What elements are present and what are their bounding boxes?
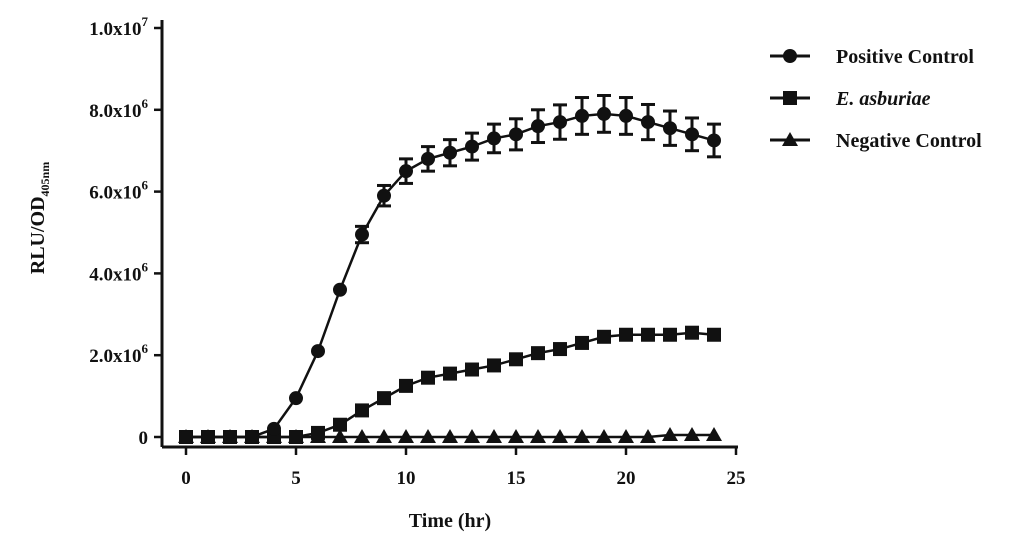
y-tick-label: 8.0x106 — [89, 96, 148, 122]
data-point — [531, 119, 545, 134]
legend-marker — [783, 49, 797, 63]
data-point — [201, 430, 215, 444]
data-point — [399, 378, 413, 393]
data-point — [685, 325, 699, 340]
data-point — [707, 327, 721, 342]
data-point — [553, 115, 567, 130]
x-tick-label: 5 — [291, 468, 301, 489]
data-point — [333, 417, 347, 432]
data-point — [443, 145, 457, 160]
data-point — [706, 426, 722, 441]
y-axis-title: RLU/OD405nm — [27, 162, 52, 274]
series-square — [179, 325, 721, 444]
y-tick-label: 1.0x107 — [89, 14, 148, 40]
data-point — [619, 327, 633, 342]
data-point — [421, 370, 435, 385]
legend-item: E. asburiae — [770, 88, 931, 110]
data-point — [575, 108, 589, 123]
axes: 0 2.0x106 4.0x106 6.0x106 8.0x106 1.0x107 0 5 10… — [27, 14, 746, 532]
legend-label: Negative Control — [836, 130, 982, 152]
data-point — [486, 429, 502, 443]
x-tick-label: 25 — [727, 468, 746, 489]
data-point — [179, 430, 193, 444]
data-point — [465, 139, 479, 154]
data-point — [641, 327, 655, 342]
legend-item: Positive Control — [770, 46, 974, 68]
legend: Positive Control E. asburiae Negative Cont… — [770, 46, 982, 152]
data-point — [597, 329, 611, 344]
data-point — [575, 335, 589, 350]
data-point — [552, 429, 568, 443]
data-point — [332, 429, 348, 443]
data-point — [464, 429, 480, 443]
data-point — [420, 429, 436, 443]
data-point — [531, 346, 545, 361]
data-point — [333, 282, 347, 297]
data-point — [707, 133, 721, 148]
data-point — [311, 344, 325, 359]
y-tick-label: 2.0x106 — [89, 341, 148, 367]
data-point — [443, 366, 457, 381]
legend-marker — [783, 91, 797, 105]
data-point — [553, 342, 567, 357]
data-point — [663, 121, 677, 136]
y-tick-label: 0 — [139, 428, 149, 449]
data-point — [399, 164, 413, 179]
data-point — [662, 426, 678, 441]
y-tick-label: 6.0x106 — [89, 178, 148, 204]
data-point — [530, 429, 546, 443]
data-point — [640, 429, 656, 443]
data-point — [508, 429, 524, 443]
data-point — [487, 358, 501, 373]
data-point — [223, 430, 237, 444]
y-tick-label: 4.0x106 — [89, 259, 148, 285]
legend-label: Positive Control — [836, 46, 974, 68]
data-point — [355, 403, 369, 418]
data-point — [421, 151, 435, 166]
data-point — [641, 115, 655, 130]
data-point — [377, 391, 391, 406]
data-point — [442, 429, 458, 443]
data-point — [619, 108, 633, 123]
data-point — [245, 430, 259, 444]
data-point — [465, 362, 479, 377]
series-circle — [179, 93, 721, 444]
data-point — [684, 426, 700, 441]
data-point — [354, 429, 370, 443]
x-tick-label: 0 — [181, 468, 191, 489]
data-point — [289, 391, 303, 406]
data-point — [267, 421, 281, 436]
legend-label: E. asburiae — [835, 88, 931, 110]
data-point — [618, 429, 634, 443]
data-point — [311, 425, 325, 440]
data-point — [509, 352, 523, 367]
data-point — [574, 429, 590, 443]
series-line — [186, 331, 715, 439]
data-point — [663, 327, 677, 342]
data-point — [597, 106, 611, 121]
data-point — [509, 127, 523, 142]
data-point — [487, 131, 501, 146]
x-tick-label: 20 — [617, 468, 636, 489]
data-point — [289, 430, 303, 444]
legend-marker — [782, 132, 798, 146]
legend-item: Negative Control — [770, 130, 982, 152]
x-axis-title: Time (hr) — [409, 510, 491, 532]
data-point — [377, 188, 391, 203]
x-tick-label: 15 — [507, 468, 526, 489]
data-point — [376, 429, 392, 443]
plot-marks — [178, 93, 722, 444]
data-point — [355, 227, 369, 242]
x-tick-label: 10 — [397, 468, 416, 489]
data-point — [596, 429, 612, 443]
data-point — [685, 127, 699, 142]
data-point — [398, 429, 414, 443]
